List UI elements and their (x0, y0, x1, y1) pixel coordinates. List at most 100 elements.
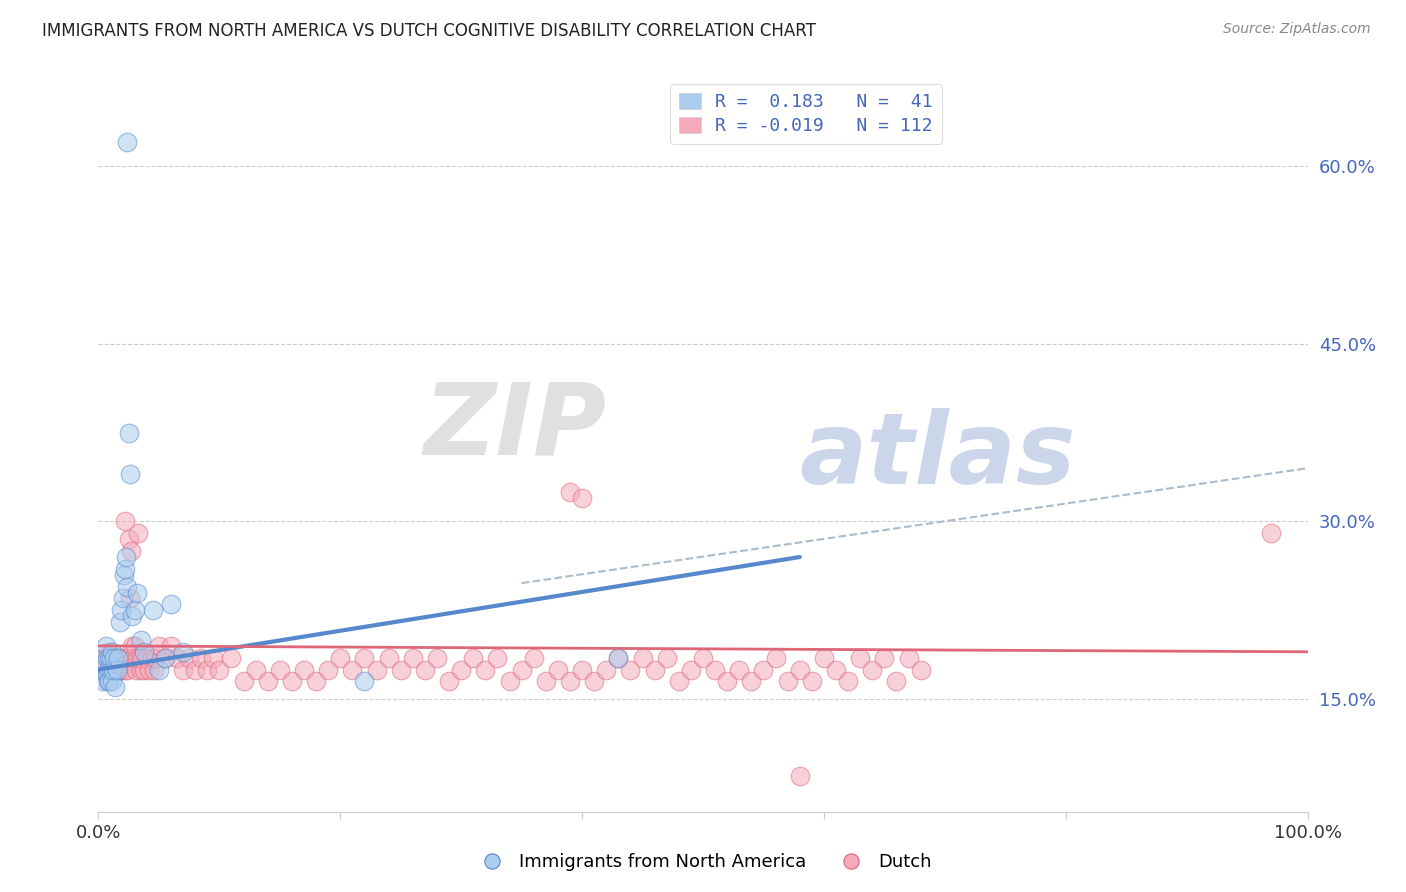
Point (101, 663, 124, 677)
Point (122, 650, 145, 665)
Point (437, 674, 460, 689)
Point (104, 681, 127, 695)
Point (873, 650, 896, 665)
Point (510, 663, 533, 677)
Point (142, 603, 165, 617)
Point (595, 663, 617, 677)
Point (112, 567, 135, 582)
Point (135, 650, 157, 665)
Point (269, 663, 291, 677)
Point (93, 650, 115, 665)
Point (96, 668, 118, 682)
Point (245, 663, 267, 677)
Point (776, 674, 799, 689)
Point (450, 663, 472, 677)
Point (789, 663, 811, 677)
Point (184, 663, 207, 677)
Point (571, 491, 593, 505)
Point (100, 674, 122, 689)
Point (571, 663, 593, 677)
Point (96, 657, 118, 671)
Point (232, 674, 254, 689)
Point (100, 650, 122, 665)
Point (692, 650, 714, 665)
Point (389, 663, 412, 677)
Point (100, 663, 122, 677)
Legend: Immigrants from North America, Dutch: Immigrants from North America, Dutch (467, 847, 939, 879)
Point (190, 650, 212, 665)
Point (101, 650, 124, 665)
Point (172, 663, 194, 677)
Point (607, 650, 630, 665)
Point (305, 674, 328, 689)
Point (910, 663, 932, 677)
Text: ZIP: ZIP (423, 378, 606, 475)
Point (292, 663, 315, 677)
Point (94, 639, 117, 653)
Text: IMMIGRANTS FROM NORTH AMERICA VS DUTCH COGNITIVE DISABILITY CORRELATION CHART: IMMIGRANTS FROM NORTH AMERICA VS DUTCH C… (42, 22, 815, 40)
Point (897, 650, 920, 665)
Point (114, 515, 136, 529)
Point (704, 663, 727, 677)
Point (98, 663, 121, 677)
Point (860, 663, 883, 677)
Point (789, 769, 811, 783)
Point (172, 645, 194, 659)
Point (644, 663, 666, 677)
Point (94, 663, 117, 677)
Point (129, 632, 152, 647)
Point (353, 650, 375, 665)
Point (118, 533, 141, 547)
Point (208, 663, 231, 677)
Point (813, 650, 835, 665)
Point (160, 598, 183, 612)
Point (111, 657, 134, 671)
Point (103, 650, 125, 665)
Point (849, 650, 872, 665)
Point (121, 609, 143, 624)
Point (124, 639, 146, 653)
Text: atlas: atlas (800, 408, 1076, 505)
Point (134, 663, 156, 677)
Point (117, 136, 139, 150)
Point (100, 650, 122, 665)
Point (114, 663, 136, 677)
Point (96, 650, 118, 665)
Point (316, 663, 339, 677)
Point (148, 639, 170, 653)
Point (837, 674, 859, 689)
Point (104, 650, 127, 665)
Point (97, 645, 120, 659)
Point (281, 674, 304, 689)
Point (143, 663, 166, 677)
Point (148, 663, 170, 677)
Point (134, 645, 156, 659)
Point (631, 650, 654, 665)
Point (118, 591, 141, 606)
Point (110, 603, 132, 617)
Point (153, 650, 176, 665)
Point (607, 650, 630, 665)
Point (125, 663, 148, 677)
Point (115, 549, 138, 564)
Point (100, 663, 122, 677)
Point (800, 674, 823, 689)
Point (97, 663, 120, 677)
Point (619, 663, 641, 677)
Point (498, 674, 520, 689)
Point (145, 650, 167, 665)
Point (221, 650, 243, 665)
Point (463, 650, 485, 665)
Point (160, 639, 183, 653)
Point (558, 674, 581, 689)
Point (129, 663, 152, 677)
Point (153, 650, 176, 665)
Point (558, 484, 581, 499)
Point (108, 615, 131, 630)
Point (118, 467, 141, 482)
Point (353, 674, 375, 689)
Point (402, 650, 425, 665)
Point (98, 650, 121, 665)
Point (534, 674, 557, 689)
Point (765, 650, 787, 665)
